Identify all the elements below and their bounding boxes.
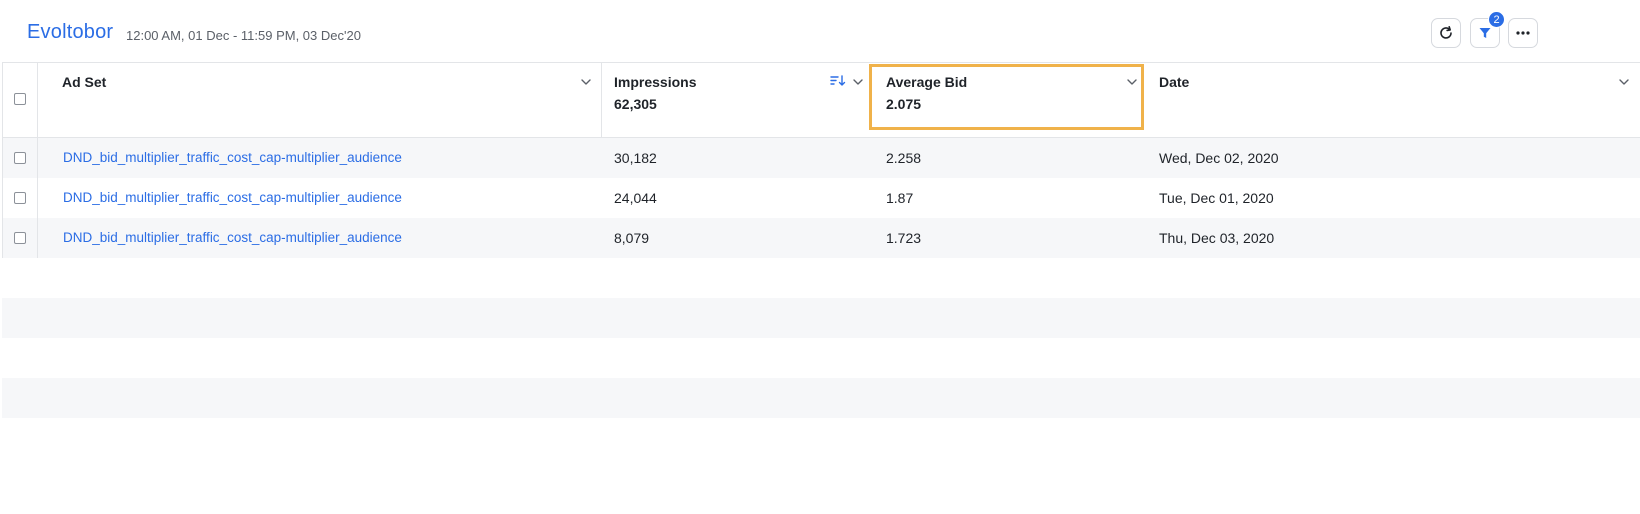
column-header-average-bid[interactable]: Average Bid 2.075 <box>874 63 1146 137</box>
table-row[interactable]: DND_bid_multiplier_traffic_cost_cap-mult… <box>2 218 1640 258</box>
empty-row <box>2 338 1640 378</box>
average-bid-value: 1.87 <box>886 190 914 206</box>
average-bid-value: 2.258 <box>886 150 922 166</box>
chevron-down-icon[interactable] <box>580 76 592 88</box>
row-checkbox[interactable] <box>14 232 26 244</box>
ad-set-link[interactable]: DND_bid_multiplier_traffic_cost_cap-mult… <box>63 230 402 245</box>
ad-set-link[interactable]: DND_bid_multiplier_traffic_cost_cap-mult… <box>63 150 402 165</box>
filter-button[interactable]: 2 <box>1470 11 1505 48</box>
empty-row <box>2 378 1640 418</box>
row-checkbox[interactable] <box>14 192 26 204</box>
date-value: Tue, Dec 01, 2020 <box>1159 190 1274 206</box>
column-label: Average Bid <box>886 74 968 90</box>
chevron-down-icon[interactable] <box>1618 76 1630 88</box>
more-options-button[interactable] <box>1508 18 1538 48</box>
row-select-cell <box>2 218 38 258</box>
impressions-value: 30,182 <box>614 150 657 166</box>
refresh-button[interactable] <box>1431 18 1461 48</box>
filter-icon <box>1479 28 1491 38</box>
chevron-down-icon[interactable] <box>852 76 864 88</box>
row-select-cell <box>2 178 38 218</box>
column-aggregate: 2.075 <box>886 96 922 112</box>
column-header-ad-set[interactable]: Ad Set <box>38 63 602 137</box>
data-table: Ad Set Impressions 62,305 Average Bid 2. <box>2 62 1640 418</box>
impressions-value: 8,079 <box>614 230 650 246</box>
report-title: Evoltobor <box>27 21 114 43</box>
date-range-label: 12:00 AM, 01 Dec - 11:59 PM, 03 Dec'20 <box>126 28 361 43</box>
column-header-date[interactable]: Date <box>1146 63 1640 137</box>
column-aggregate: 62,305 <box>614 96 657 112</box>
empty-row <box>2 298 1640 338</box>
ad-set-link[interactable]: DND_bid_multiplier_traffic_cost_cap-mult… <box>63 190 402 205</box>
select-all-checkbox[interactable] <box>14 93 26 105</box>
table-row[interactable]: DND_bid_multiplier_traffic_cost_cap-mult… <box>2 138 1640 178</box>
row-select-cell <box>2 138 38 178</box>
impressions-value: 24,044 <box>614 190 657 206</box>
report-header: Evoltobor 12:00 AM, 01 Dec - 11:59 PM, 0… <box>0 0 1640 62</box>
column-header-impressions[interactable]: Impressions 62,305 <box>602 63 874 137</box>
empty-row <box>2 258 1640 298</box>
table-header: Ad Set Impressions 62,305 Average Bid 2. <box>2 62 1640 138</box>
sort-descending-icon[interactable] <box>830 74 846 88</box>
column-label: Impressions <box>614 74 697 90</box>
filter-count-badge: 2 <box>1488 11 1505 28</box>
row-checkbox[interactable] <box>14 152 26 164</box>
select-all-cell <box>2 63 38 137</box>
column-label: Date <box>1159 74 1190 90</box>
chevron-down-icon[interactable] <box>1126 76 1138 88</box>
refresh-icon <box>1440 26 1452 39</box>
table-row[interactable]: DND_bid_multiplier_traffic_cost_cap-mult… <box>2 178 1640 218</box>
date-value: Wed, Dec 02, 2020 <box>1159 150 1279 166</box>
column-label: Ad Set <box>62 74 107 90</box>
more-horizontal-icon <box>1516 31 1530 35</box>
average-bid-value: 1.723 <box>886 230 922 246</box>
date-value: Thu, Dec 03, 2020 <box>1159 230 1275 246</box>
